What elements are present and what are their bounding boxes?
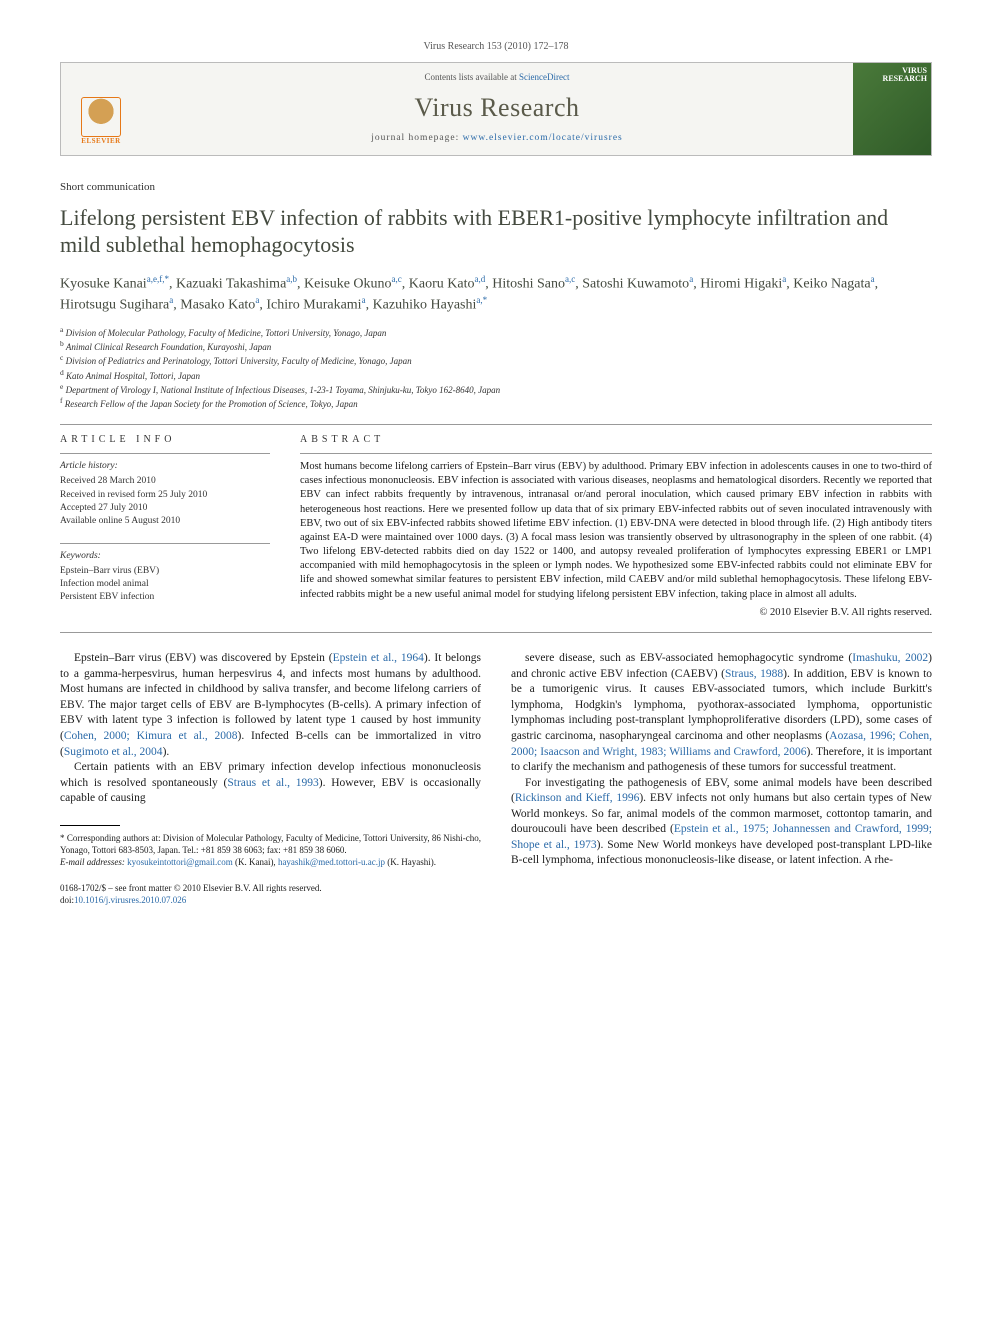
keyword-line: Persistent EBV infection (60, 591, 270, 604)
elsevier-tree-icon (81, 97, 121, 137)
homepage-line: journal homepage: www.elsevier.com/locat… (141, 132, 853, 145)
body-paragraph: severe disease, such as EBV-associated h… (511, 651, 932, 775)
affiliation-line: a Division of Molecular Pathology, Facul… (60, 325, 932, 339)
publisher-name: ELSEVIER (81, 137, 120, 147)
body-col-right: severe disease, such as EBV-associated h… (511, 651, 932, 906)
body-columns: Epstein–Barr virus (EBV) was discovered … (60, 651, 932, 906)
authors: Kyosuke Kanaia,e,f,*, Kazuaki Takashimaa… (60, 273, 932, 316)
info-divider-1 (60, 453, 270, 454)
email-label: E-mail addresses: (60, 857, 125, 867)
body-paragraph: For investigating the pathogenesis of EB… (511, 776, 932, 869)
history-line: Accepted 27 July 2010 (60, 502, 270, 515)
history-head: Article history: (60, 460, 270, 473)
keywords-head: Keywords: (60, 550, 270, 563)
corresponding-note: * Corresponding authors at: Division of … (60, 832, 481, 856)
doi-link[interactable]: 10.1016/j.virusres.2010.07.026 (74, 895, 186, 905)
journal-cover: VIRUS RESEARCH (853, 63, 931, 155)
history-block: Article history: Received 28 March 2010R… (60, 460, 270, 528)
homepage-link[interactable]: www.elsevier.com/locate/virusres (463, 133, 623, 143)
email-line: E-mail addresses: kyosukeintottori@gmail… (60, 856, 481, 868)
journal-name: Virus Research (141, 90, 853, 126)
article-info-head: ARTICLE INFO (60, 433, 270, 447)
keyword-line: Epstein–Barr virus (EBV) (60, 565, 270, 578)
keyword-line: Infection model animal (60, 578, 270, 591)
citation-header: Virus Research 153 (2010) 172–178 (60, 40, 932, 54)
abstract-head: ABSTRACT (300, 433, 932, 447)
info-divider-2 (60, 543, 270, 544)
article-title: Lifelong persistent EBV infection of rab… (60, 204, 932, 259)
abstract-copyright: © 2010 Elsevier B.V. All rights reserved… (300, 606, 932, 621)
divider-top (60, 424, 932, 425)
divider-bottom (60, 632, 932, 633)
email-list: kyosukeintottori@gmail.com (K. Kanai), h… (127, 857, 436, 867)
affiliation-line: c Division of Pediatrics and Perinatolog… (60, 353, 932, 367)
contents-prefix: Contents lists available at (425, 72, 519, 82)
affiliation-line: f Research Fellow of the Japan Society f… (60, 396, 932, 410)
affiliation-line: d Kato Animal Hospital, Tottori, Japan (60, 368, 932, 382)
doi-line: doi:10.1016/j.virusres.2010.07.026 (60, 894, 481, 906)
sciencedirect-link[interactable]: ScienceDirect (519, 72, 569, 82)
footer-line: 0168-1702/$ – see front matter © 2010 El… (60, 882, 481, 906)
publisher-logo-cell: ELSEVIER (61, 63, 141, 155)
history-line: Available online 5 August 2010 (60, 515, 270, 528)
cover-bottom: RESEARCH (883, 74, 927, 83)
body-paragraph: Certain patients with an EBV primary inf… (60, 760, 481, 807)
cover-title: VIRUS RESEARCH (883, 67, 927, 83)
history-line: Received 28 March 2010 (60, 475, 270, 488)
article-info-column: ARTICLE INFO Article history: Received 2… (60, 433, 270, 620)
doi-label: doi: (60, 895, 74, 905)
affiliation-line: b Animal Clinical Research Foundation, K… (60, 339, 932, 353)
banner-center: Contents lists available at ScienceDirec… (141, 63, 853, 155)
affiliations: a Division of Molecular Pathology, Facul… (60, 325, 932, 410)
body-paragraph: Epstein–Barr virus (EBV) was discovered … (60, 651, 481, 760)
page-root: Virus Research 153 (2010) 172–178 ELSEVI… (0, 0, 992, 946)
abstract-column: ABSTRACT Most humans become lifelong car… (300, 433, 932, 620)
abstract-text: Most humans become lifelong carriers of … (300, 460, 932, 602)
history-line: Received in revised form 25 July 2010 (60, 489, 270, 502)
elsevier-logo[interactable]: ELSEVIER (73, 87, 129, 147)
journal-banner: ELSEVIER Contents lists available at Sci… (60, 62, 932, 156)
footnotes: * Corresponding authors at: Division of … (60, 832, 481, 868)
article-type: Short communication (60, 180, 932, 195)
keywords-block: Keywords: Epstein–Barr virus (EBV)Infect… (60, 550, 270, 605)
abstract-divider (300, 453, 932, 454)
issn-line: 0168-1702/$ – see front matter © 2010 El… (60, 882, 481, 894)
footnote-separator (60, 825, 120, 826)
contents-line: Contents lists available at ScienceDirec… (141, 71, 853, 84)
affiliation-line: e Department of Virology I, National Ins… (60, 382, 932, 396)
homepage-prefix: journal homepage: (371, 133, 462, 143)
info-abstract-row: ARTICLE INFO Article history: Received 2… (60, 433, 932, 620)
body-col-left: Epstein–Barr virus (EBV) was discovered … (60, 651, 481, 906)
